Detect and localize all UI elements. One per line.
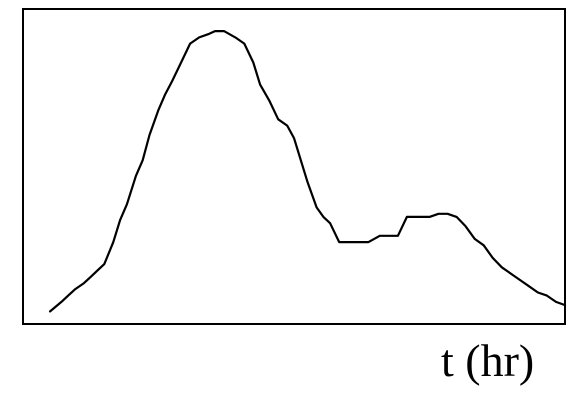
plot-frame [22,8,566,325]
x-axis-label: t (hr) [441,335,535,386]
series-line [48,30,567,313]
